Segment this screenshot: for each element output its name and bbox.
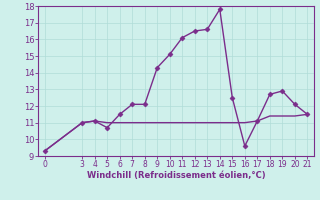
X-axis label: Windchill (Refroidissement éolien,°C): Windchill (Refroidissement éolien,°C) <box>87 171 265 180</box>
